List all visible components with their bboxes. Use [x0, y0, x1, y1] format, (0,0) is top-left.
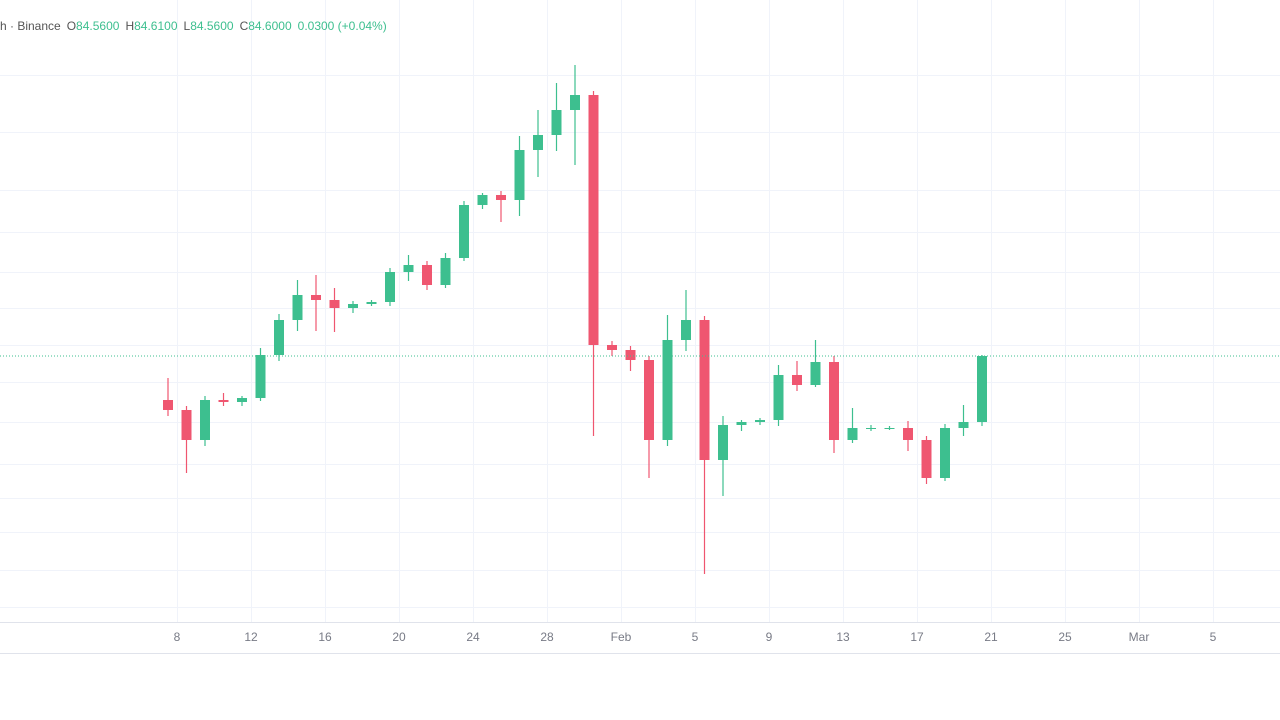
candle-body	[163, 400, 173, 410]
x-tick-label: 17	[910, 630, 924, 644]
candle-body	[847, 428, 858, 440]
grid	[0, 0, 1280, 622]
x-tick-label: 25	[1058, 630, 1072, 644]
x-tick-label: 21	[984, 630, 998, 644]
candle-body	[200, 400, 210, 440]
x-tick-label: 5	[692, 630, 699, 644]
candle-body	[607, 345, 617, 350]
candle-body	[773, 375, 784, 420]
candle-body	[699, 320, 710, 460]
header-text: h · Binance O84.5600 H84.6100 L84.5600 C84.6…	[0, 19, 387, 33]
candle-body	[792, 375, 802, 385]
candle-body	[477, 195, 488, 205]
header-label: L	[184, 19, 191, 33]
candle-body	[810, 362, 821, 385]
x-tick-label: 5	[1210, 630, 1217, 644]
x-tick-label: 16	[318, 630, 332, 644]
candle-body	[496, 195, 506, 200]
candle-body	[218, 400, 229, 402]
candle-body	[921, 440, 932, 478]
candle-body	[958, 422, 969, 428]
candle-body	[385, 272, 395, 302]
candle-body	[292, 295, 303, 320]
candle-body	[181, 410, 192, 440]
candle-body	[866, 428, 876, 429]
candle-body	[903, 428, 913, 440]
x-tick-label: 8	[174, 630, 181, 644]
candle-body	[237, 398, 247, 402]
candle-body	[755, 420, 765, 422]
candle-body	[274, 320, 284, 355]
candle-body	[533, 135, 543, 150]
x-tick-label: 9	[766, 630, 773, 644]
header-value: 84.6000	[248, 19, 292, 33]
candle-body	[625, 350, 636, 360]
candle-body	[329, 300, 340, 308]
candle-body	[551, 110, 562, 135]
candle-body	[403, 265, 414, 272]
candle-body	[588, 95, 599, 345]
candle-body	[884, 428, 895, 429]
candle-body	[736, 422, 747, 425]
x-tick-label: Feb	[611, 630, 632, 644]
header-label: O	[67, 19, 76, 33]
candle-body	[662, 340, 673, 440]
candle-body	[440, 258, 451, 285]
candle-body	[514, 150, 525, 200]
header-value: 84.5600	[76, 19, 120, 33]
candle-body	[977, 356, 987, 422]
candle-body	[570, 95, 580, 110]
candle-body	[459, 205, 469, 258]
candle-body	[681, 320, 691, 340]
header: h · Binance O84.5600 H84.6100 L84.5600 C84.6…	[0, 19, 387, 33]
candle-body	[829, 362, 839, 440]
x-tick-label: 12	[244, 630, 258, 644]
x-tick-label: 28	[540, 630, 554, 644]
candle-body	[644, 360, 654, 440]
x-tick-label: 20	[392, 630, 406, 644]
header-label: 0.0300 (+0.04%)	[298, 19, 387, 33]
x-tick-label: 24	[466, 630, 480, 644]
candle-body	[940, 428, 950, 478]
header-value: 84.5600	[190, 19, 234, 33]
candle-body	[348, 304, 358, 308]
candle-body	[311, 295, 321, 300]
header-label: C	[240, 19, 249, 33]
candle-body	[718, 425, 728, 460]
header-label: H	[125, 19, 134, 33]
candle-body	[255, 355, 266, 398]
x-tick-label: 13	[836, 630, 850, 644]
candle-body	[366, 302, 377, 304]
candle-body	[422, 265, 432, 285]
x-tick-label: Mar	[1129, 630, 1150, 644]
header-label: h · Binance	[0, 19, 61, 33]
header-value: 84.6100	[134, 19, 178, 33]
